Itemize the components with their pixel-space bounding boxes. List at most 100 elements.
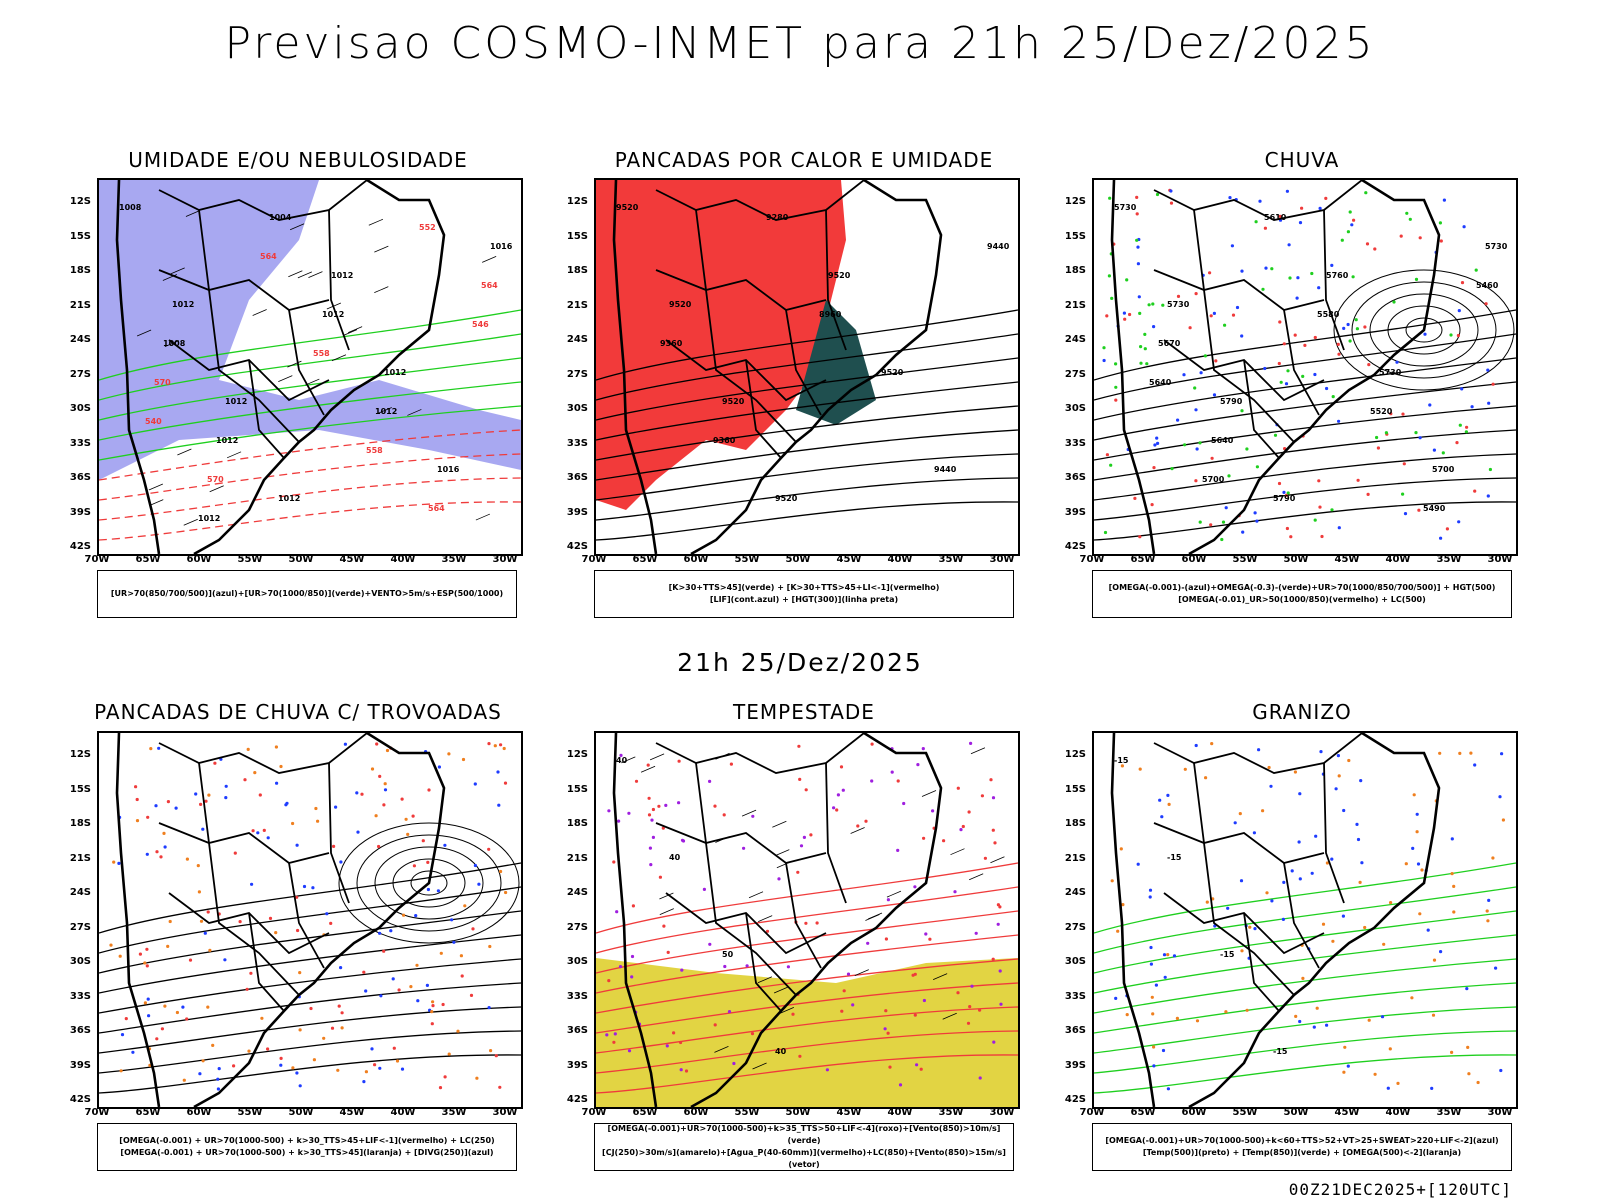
lon-tick-label: 30W xyxy=(1487,554,1513,565)
contour-label: -15 xyxy=(1273,1047,1288,1056)
data-dot xyxy=(1330,263,1334,267)
data-dot xyxy=(1320,534,1324,539)
data-dot xyxy=(998,969,1002,973)
data-dot xyxy=(378,1066,382,1070)
data-dot xyxy=(835,808,839,812)
data-dot xyxy=(1465,425,1469,429)
data-dot xyxy=(1366,492,1370,496)
data-dot xyxy=(1267,765,1271,770)
data-dot xyxy=(804,921,808,925)
data-dot xyxy=(199,802,203,806)
data-dot xyxy=(145,964,149,968)
data-dot xyxy=(1114,385,1118,389)
data-dot xyxy=(627,1049,632,1053)
data-dot xyxy=(999,1002,1003,1006)
wind-vector xyxy=(148,483,164,491)
lat-tick-label: 30S xyxy=(69,956,91,967)
data-dot xyxy=(651,835,655,839)
data-dot xyxy=(1204,776,1208,780)
country-border xyxy=(705,842,797,996)
data-dot xyxy=(1245,447,1249,451)
contour-line xyxy=(596,910,1018,974)
data-dot xyxy=(340,1011,344,1015)
wind-vector xyxy=(748,891,764,899)
data-dot xyxy=(437,765,441,769)
data-dot xyxy=(713,1023,717,1027)
data-dot xyxy=(970,984,974,988)
wind-vector xyxy=(170,267,185,275)
data-dot xyxy=(856,824,860,828)
data-dot xyxy=(382,949,386,953)
country-border xyxy=(1163,339,1325,402)
main-title: Previsao COSMO-INMET para 21h 25/Dez/202… xyxy=(224,18,1376,69)
country-border xyxy=(825,209,847,351)
data-dot xyxy=(1336,342,1340,346)
data-dot xyxy=(841,788,845,792)
data-dot xyxy=(1470,405,1474,409)
country-border xyxy=(158,822,330,864)
data-dot xyxy=(1473,489,1477,493)
lon-tick-label: 35W xyxy=(1436,1107,1462,1118)
lat-tick-label: 33S xyxy=(69,990,91,1002)
data-dot xyxy=(312,1058,316,1062)
data-dot xyxy=(1491,856,1495,860)
data-dot xyxy=(846,972,851,976)
wind-vector xyxy=(149,499,164,507)
data-dot xyxy=(898,1083,903,1087)
country-border xyxy=(1243,912,1280,1012)
coastline xyxy=(1188,733,1441,1107)
data-dot xyxy=(1228,196,1232,200)
contour-line xyxy=(1094,357,1516,421)
data-dot xyxy=(185,857,189,861)
panel-title: UMIDADE E/OU NEBULOSIDADE xyxy=(128,148,468,172)
data-dot xyxy=(211,1043,215,1047)
wind-vector xyxy=(475,513,491,521)
wind-vector xyxy=(775,849,790,857)
contour-label: 9520 xyxy=(775,494,798,503)
data-dot xyxy=(1282,880,1286,884)
contour-label: 9360 xyxy=(713,436,736,445)
lat-tick-label: 21S xyxy=(1064,299,1086,311)
country-border xyxy=(745,912,782,1012)
lon-tick-label: 35W xyxy=(441,554,467,565)
data-dot xyxy=(206,1005,210,1009)
panel-title: TEMPESTADE xyxy=(733,700,875,724)
data-dot xyxy=(1396,1081,1400,1085)
data-dot xyxy=(1389,901,1393,905)
country-border xyxy=(158,180,368,221)
data-dot xyxy=(1452,884,1456,888)
data-dot xyxy=(1153,443,1157,447)
data-dot xyxy=(459,954,463,958)
data-dot xyxy=(1314,834,1318,838)
data-dot xyxy=(967,810,971,814)
data-dot xyxy=(884,1009,888,1013)
lat-tick-label: 33S xyxy=(1064,990,1086,1002)
data-dot xyxy=(679,1068,683,1072)
data-dot xyxy=(613,1032,617,1036)
contour-label: 5730 xyxy=(1485,242,1508,251)
data-dot xyxy=(246,747,250,751)
data-dot xyxy=(1313,372,1317,377)
contour-line xyxy=(99,886,521,954)
wind-vector xyxy=(287,360,302,368)
data-dot xyxy=(438,1086,443,1090)
country-border xyxy=(1153,180,1363,221)
data-dot xyxy=(612,860,616,864)
data-dot xyxy=(1364,191,1368,195)
lat-tick-label: 12S xyxy=(69,196,91,207)
contour-line xyxy=(596,934,1018,994)
lat-tick-label: 42S xyxy=(566,1094,588,1105)
legend-box: [OMEGA(-0.001)-(azul)+OMEGA(-0.3)-(verde… xyxy=(1092,570,1512,618)
data-dot xyxy=(1354,318,1358,322)
wind-vector xyxy=(331,354,347,362)
data-dot xyxy=(157,746,161,750)
lat-tick-label: 24S xyxy=(566,887,588,898)
data-dot xyxy=(1386,1086,1390,1090)
contour-label: 40 xyxy=(616,756,628,765)
data-dot xyxy=(471,927,475,931)
map-svg: -15 -15 -15 -15 xyxy=(1094,733,1516,1107)
data-dot xyxy=(884,937,888,941)
contour-line xyxy=(596,886,1018,954)
data-dot xyxy=(146,815,150,819)
data-dot xyxy=(145,852,149,856)
